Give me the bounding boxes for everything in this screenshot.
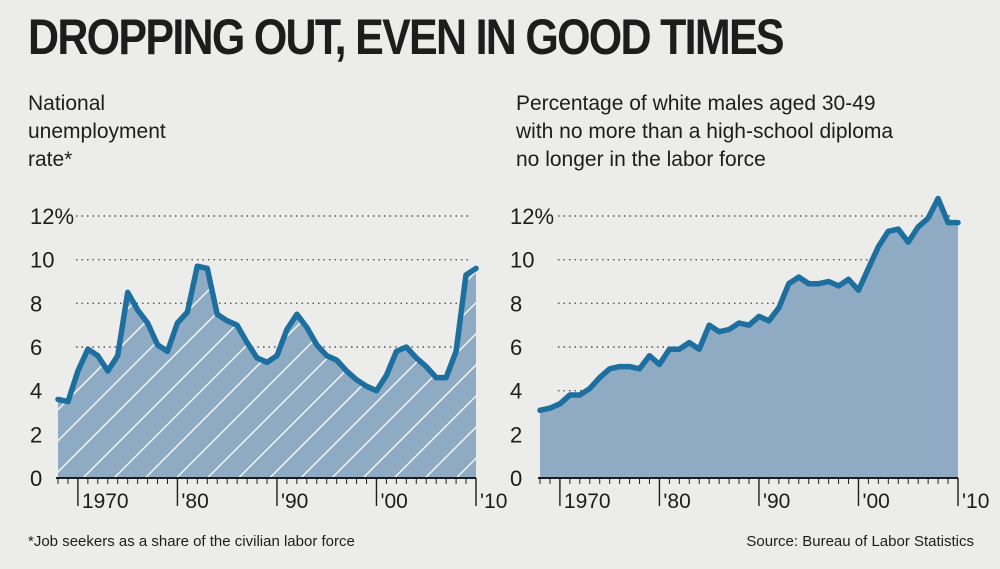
series-line: [55, 263, 479, 405]
x-tick-label: 1970: [564, 490, 611, 513]
source-note: Source: Bureau of Labor Statistics: [746, 533, 974, 550]
x-tick-label: '00: [862, 490, 889, 513]
right-subtitle-line: Percentage of white males aged 30-49: [516, 92, 876, 115]
y-tick-label: 12%: [30, 204, 74, 229]
x-tick-label: '90: [281, 490, 308, 513]
y-tick-label: 4: [510, 379, 522, 404]
series-area: [58, 266, 476, 478]
series-area: [540, 198, 958, 478]
x-tick-label: '90: [763, 490, 790, 513]
y-tick-label: 8: [510, 291, 522, 316]
y-tick-label: 0: [510, 466, 522, 491]
y-tick-label: 6: [30, 335, 42, 360]
left-subtitle-line: rate*: [28, 148, 73, 171]
left-chart-subtitle: National unemployment rate*: [28, 90, 228, 174]
right-subtitle-line: no longer in the labor force: [516, 148, 766, 171]
left-subtitle-line: unemployment: [28, 120, 166, 143]
x-tick-label: '10: [962, 490, 989, 513]
x-tick-label: '00: [380, 490, 407, 513]
y-tick-label: 2: [30, 422, 42, 447]
x-tick-label: '80: [181, 490, 208, 513]
x-tick-label: 1970: [82, 490, 129, 513]
left-subtitle-line: National: [28, 92, 106, 115]
y-tick-label: 2: [510, 422, 522, 447]
unemployment-chart: 0 2 4 6 8 10 12% 1970 '80 '90 '00 '10: [30, 204, 507, 513]
y-tick-label: 6: [510, 335, 522, 360]
x-tick-label: '10: [480, 490, 507, 513]
y-tick-label: 10: [30, 248, 54, 273]
labor-dropout-chart: 0 2 4 6 8 10 12% 1970 '80 '90 '00 '10: [510, 195, 989, 513]
y-tick-label: 12%: [510, 204, 554, 229]
page-headline: DROPPING OUT, EVEN IN GOOD TIMES: [28, 9, 785, 65]
right-chart-subtitle: Percentage of white males aged 30-49 wit…: [516, 90, 986, 174]
series-line: [537, 195, 961, 414]
y-tick-label: 4: [30, 379, 42, 404]
y-tick-label: 8: [30, 291, 42, 316]
footnote: *Job seekers as a share of the civilian …: [28, 533, 355, 550]
x-tick-label: '80: [663, 490, 690, 513]
y-tick-label: 10: [510, 248, 534, 273]
right-subtitle-line: with no more than a high-school diploma: [516, 120, 894, 143]
y-tick-label: 0: [30, 466, 42, 491]
